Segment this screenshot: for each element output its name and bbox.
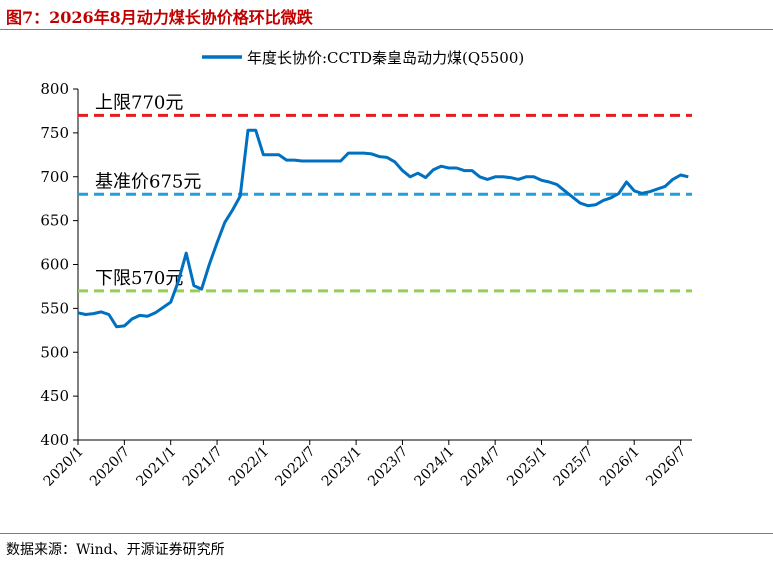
line-chart: 年度长协价:CCTD秦皇岛动力煤(Q5500) 400 450 500 550 600 6… [40,49,692,490]
y-tick-label: 700 [40,168,69,186]
x-tick-label: 2026/1 [597,444,643,490]
x-tick-label: 2026/7 [643,444,689,490]
x-tick-label: 2020/1 [41,444,87,490]
figure-title: 图7：2026年8月动力煤长协价格环比微跌 [6,8,313,27]
x-tick-label: 2023/7 [365,444,411,490]
legend: 年度长协价:CCTD秦皇岛动力煤(Q5500) [202,49,524,67]
y-tick-label: 450 [40,387,69,405]
x-axis: 2020/1 2020/7 2021/1 2021/7 2022/1 2022/7 2023… [41,439,692,490]
legend-label: 年度长协价:CCTD秦皇岛动力煤(Q5500) [247,49,524,67]
y-tick-label: 400 [40,431,69,449]
x-tick-label: 2024/7 [458,444,504,490]
x-tick-label: 2024/1 [411,444,457,490]
x-tick-label: 2021/7 [180,444,226,490]
x-tick-label: 2022/1 [226,444,272,490]
x-tick-label: 2021/1 [133,444,179,490]
y-axis: 400 450 500 550 600 650 700 750 800 [40,80,79,449]
x-tick-label: 2023/1 [319,444,365,490]
source-note: 数据来源：Wind、开源证券研究所 [6,542,225,558]
x-tick-label: 2025/7 [551,444,597,490]
reference-line-label: 上限770元 [95,92,183,113]
y-tick-label: 750 [40,124,69,142]
x-tick-label: 2022/7 [272,444,318,490]
x-tick-label: 2025/1 [504,444,550,490]
y-tick-label: 650 [40,212,69,230]
series-line-cctd [77,128,689,329]
y-tick-label: 600 [40,256,69,274]
bottom-rule [0,533,773,534]
reference-line-label: 下限570元 [95,268,183,289]
reference-line-label: 基准价675元 [95,171,201,192]
x-tick-label: 2020/7 [87,444,133,490]
y-tick-label: 550 [40,299,69,317]
y-tick-label: 500 [40,343,69,361]
top-rule [0,29,773,30]
y-tick-label: 800 [40,80,69,98]
